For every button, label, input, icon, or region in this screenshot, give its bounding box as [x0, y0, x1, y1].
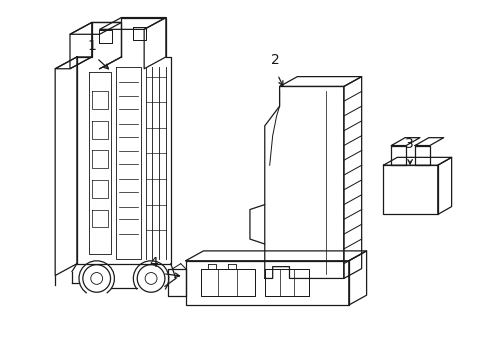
Text: 4: 4: [149, 256, 158, 270]
Text: 2: 2: [270, 53, 279, 67]
Text: 3: 3: [405, 138, 413, 152]
Text: 1: 1: [88, 39, 97, 53]
